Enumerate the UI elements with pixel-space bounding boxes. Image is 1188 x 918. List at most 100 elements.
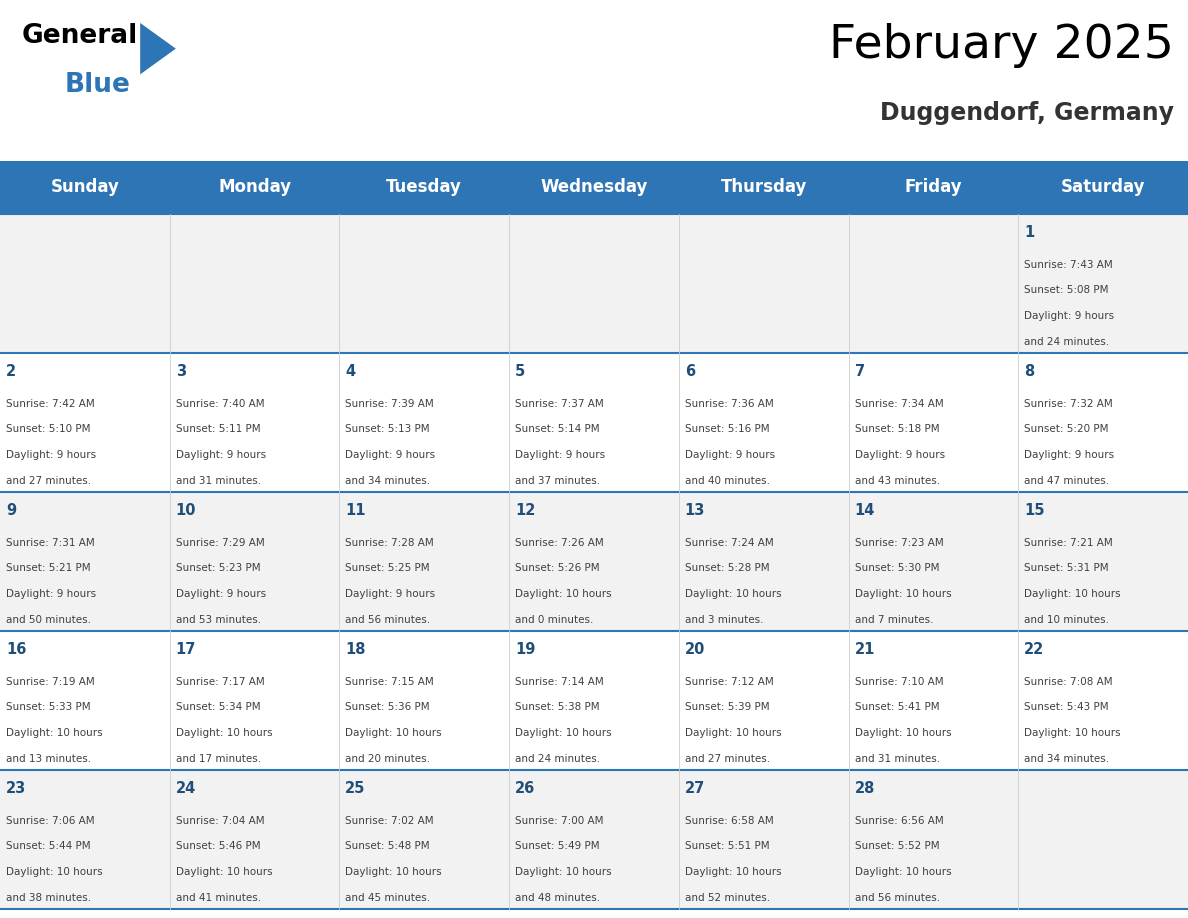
Text: Sunset: 5:14 PM: Sunset: 5:14 PM bbox=[516, 424, 600, 434]
Text: Daylight: 9 hours: Daylight: 9 hours bbox=[176, 589, 266, 599]
Text: 15: 15 bbox=[1024, 503, 1044, 518]
Text: Sunset: 5:20 PM: Sunset: 5:20 PM bbox=[1024, 424, 1108, 434]
Text: Sunrise: 7:02 AM: Sunrise: 7:02 AM bbox=[346, 816, 434, 825]
Text: 7: 7 bbox=[854, 364, 865, 379]
Text: Sunset: 5:30 PM: Sunset: 5:30 PM bbox=[854, 564, 939, 574]
Text: Sunrise: 7:32 AM: Sunrise: 7:32 AM bbox=[1024, 398, 1113, 409]
Text: 4: 4 bbox=[346, 364, 355, 379]
Text: Sunset: 5:39 PM: Sunset: 5:39 PM bbox=[684, 702, 770, 712]
Text: Sunset: 5:23 PM: Sunset: 5:23 PM bbox=[176, 564, 260, 574]
Text: Duggendorf, Germany: Duggendorf, Germany bbox=[880, 101, 1174, 125]
Text: Daylight: 9 hours: Daylight: 9 hours bbox=[684, 450, 775, 460]
Text: and 10 minutes.: and 10 minutes. bbox=[1024, 615, 1110, 625]
Text: and 27 minutes.: and 27 minutes. bbox=[6, 476, 91, 486]
Text: and 56 minutes.: and 56 minutes. bbox=[346, 615, 430, 625]
Text: Sunrise: 7:36 AM: Sunrise: 7:36 AM bbox=[684, 398, 773, 409]
Text: 23: 23 bbox=[6, 781, 26, 796]
Text: Daylight: 10 hours: Daylight: 10 hours bbox=[1024, 728, 1120, 738]
Text: 8: 8 bbox=[1024, 364, 1035, 379]
Text: and 27 minutes.: and 27 minutes. bbox=[684, 754, 770, 764]
Text: 19: 19 bbox=[516, 642, 536, 657]
Text: Sunrise: 7:06 AM: Sunrise: 7:06 AM bbox=[6, 816, 95, 825]
Text: Daylight: 10 hours: Daylight: 10 hours bbox=[176, 868, 272, 877]
Bar bbox=[0, 161, 1188, 214]
Text: and 52 minutes.: and 52 minutes. bbox=[684, 893, 770, 902]
Text: Sunset: 5:36 PM: Sunset: 5:36 PM bbox=[346, 702, 430, 712]
Text: and 53 minutes.: and 53 minutes. bbox=[176, 615, 261, 625]
Text: Blue: Blue bbox=[64, 72, 129, 97]
Text: Sunrise: 7:28 AM: Sunrise: 7:28 AM bbox=[346, 538, 434, 548]
Text: Sunrise: 7:17 AM: Sunrise: 7:17 AM bbox=[176, 677, 265, 687]
Text: Daylight: 9 hours: Daylight: 9 hours bbox=[346, 450, 436, 460]
Text: 17: 17 bbox=[176, 642, 196, 657]
Text: Sunset: 5:28 PM: Sunset: 5:28 PM bbox=[684, 564, 770, 574]
Text: 6: 6 bbox=[684, 364, 695, 379]
Text: 25: 25 bbox=[346, 781, 366, 796]
Text: and 0 minutes.: and 0 minutes. bbox=[516, 615, 594, 625]
Text: Sunset: 5:44 PM: Sunset: 5:44 PM bbox=[6, 842, 90, 851]
Text: Sunrise: 6:58 AM: Sunrise: 6:58 AM bbox=[684, 816, 773, 825]
Text: Daylight: 10 hours: Daylight: 10 hours bbox=[854, 868, 952, 877]
Text: 11: 11 bbox=[346, 503, 366, 518]
Bar bbox=[0, 631, 1188, 770]
Text: and 45 minutes.: and 45 minutes. bbox=[346, 893, 430, 902]
Text: Sunset: 5:10 PM: Sunset: 5:10 PM bbox=[6, 424, 90, 434]
Text: Sunrise: 7:14 AM: Sunrise: 7:14 AM bbox=[516, 677, 604, 687]
Text: Sunset: 5:13 PM: Sunset: 5:13 PM bbox=[346, 424, 430, 434]
Text: Friday: Friday bbox=[904, 178, 962, 196]
Text: and 56 minutes.: and 56 minutes. bbox=[854, 893, 940, 902]
Text: and 50 minutes.: and 50 minutes. bbox=[6, 615, 91, 625]
Text: Sunrise: 7:10 AM: Sunrise: 7:10 AM bbox=[854, 677, 943, 687]
Bar bbox=[0, 770, 1188, 909]
Text: 2: 2 bbox=[6, 364, 17, 379]
Text: Daylight: 10 hours: Daylight: 10 hours bbox=[346, 868, 442, 877]
Text: Sunset: 5:52 PM: Sunset: 5:52 PM bbox=[854, 842, 940, 851]
Text: Sunrise: 7:37 AM: Sunrise: 7:37 AM bbox=[516, 398, 604, 409]
Text: Sunset: 5:21 PM: Sunset: 5:21 PM bbox=[6, 564, 90, 574]
Text: Monday: Monday bbox=[219, 178, 291, 196]
Text: and 41 minutes.: and 41 minutes. bbox=[176, 893, 261, 902]
Text: Daylight: 10 hours: Daylight: 10 hours bbox=[854, 728, 952, 738]
Text: 26: 26 bbox=[516, 781, 536, 796]
Bar bbox=[0, 353, 1188, 492]
Text: Sunset: 5:33 PM: Sunset: 5:33 PM bbox=[6, 702, 90, 712]
Bar bbox=[0, 492, 1188, 631]
Text: Sunset: 5:48 PM: Sunset: 5:48 PM bbox=[346, 842, 430, 851]
Text: Daylight: 10 hours: Daylight: 10 hours bbox=[176, 728, 272, 738]
Text: Sunrise: 7:15 AM: Sunrise: 7:15 AM bbox=[346, 677, 434, 687]
Text: 18: 18 bbox=[346, 642, 366, 657]
Text: Daylight: 9 hours: Daylight: 9 hours bbox=[6, 589, 96, 599]
Text: Sunset: 5:49 PM: Sunset: 5:49 PM bbox=[516, 842, 600, 851]
Text: and 48 minutes.: and 48 minutes. bbox=[516, 893, 600, 902]
Text: Daylight: 10 hours: Daylight: 10 hours bbox=[6, 868, 102, 877]
Text: Sunset: 5:51 PM: Sunset: 5:51 PM bbox=[684, 842, 770, 851]
Text: Daylight: 10 hours: Daylight: 10 hours bbox=[684, 589, 782, 599]
Text: 10: 10 bbox=[176, 503, 196, 518]
Text: Daylight: 9 hours: Daylight: 9 hours bbox=[176, 450, 266, 460]
Polygon shape bbox=[140, 23, 176, 74]
Text: and 38 minutes.: and 38 minutes. bbox=[6, 893, 91, 902]
Text: and 3 minutes.: and 3 minutes. bbox=[684, 615, 764, 625]
Text: Sunrise: 7:43 AM: Sunrise: 7:43 AM bbox=[1024, 260, 1113, 270]
Text: Sunrise: 7:21 AM: Sunrise: 7:21 AM bbox=[1024, 538, 1113, 548]
Text: 14: 14 bbox=[854, 503, 874, 518]
Text: Sunset: 5:18 PM: Sunset: 5:18 PM bbox=[854, 424, 940, 434]
Text: Sunset: 5:46 PM: Sunset: 5:46 PM bbox=[176, 842, 260, 851]
Text: Daylight: 9 hours: Daylight: 9 hours bbox=[1024, 311, 1114, 321]
Text: and 47 minutes.: and 47 minutes. bbox=[1024, 476, 1110, 486]
Text: Sunset: 5:11 PM: Sunset: 5:11 PM bbox=[176, 424, 260, 434]
Text: Daylight: 10 hours: Daylight: 10 hours bbox=[1024, 589, 1120, 599]
Bar bbox=[0, 214, 1188, 353]
Text: Daylight: 9 hours: Daylight: 9 hours bbox=[1024, 450, 1114, 460]
Text: Daylight: 10 hours: Daylight: 10 hours bbox=[854, 589, 952, 599]
Text: and 13 minutes.: and 13 minutes. bbox=[6, 754, 91, 764]
Text: and 24 minutes.: and 24 minutes. bbox=[1024, 337, 1110, 347]
Text: Sunrise: 7:00 AM: Sunrise: 7:00 AM bbox=[516, 816, 604, 825]
Text: Sunrise: 7:42 AM: Sunrise: 7:42 AM bbox=[6, 398, 95, 409]
Text: and 7 minutes.: and 7 minutes. bbox=[854, 615, 933, 625]
Text: and 17 minutes.: and 17 minutes. bbox=[176, 754, 261, 764]
Text: Daylight: 10 hours: Daylight: 10 hours bbox=[6, 728, 102, 738]
Text: Sunrise: 7:40 AM: Sunrise: 7:40 AM bbox=[176, 398, 264, 409]
Text: 24: 24 bbox=[176, 781, 196, 796]
Text: 3: 3 bbox=[176, 364, 185, 379]
